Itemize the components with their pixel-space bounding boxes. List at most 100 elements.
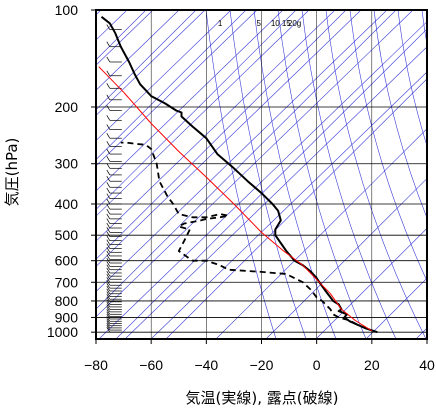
isotherm-line <box>265 178 427 339</box>
pressure-grid <box>96 10 427 339</box>
wind-barb-flag <box>106 277 111 283</box>
x-axis-title: 気温(実線), 露点(破線) <box>186 389 339 407</box>
wind-barb-flag <box>106 83 111 89</box>
wind-barb-flag <box>106 105 111 111</box>
wind-barb-flag <box>106 198 111 205</box>
wind-barb-flag <box>106 267 111 274</box>
dry-adiabat-line <box>96 10 258 167</box>
wind-barb <box>106 277 122 283</box>
wind-barb <box>106 320 122 327</box>
wind-barb-flag <box>106 187 111 194</box>
wind-barb-flag <box>106 285 111 292</box>
isotherm-line <box>96 10 397 310</box>
y-tick-label: 500 <box>55 227 79 243</box>
wind-barb <box>106 243 122 249</box>
wind-barb-flag <box>106 318 111 324</box>
temperature-line <box>100 16 378 334</box>
wind-barb <box>106 218 122 224</box>
wind-barb-group <box>106 10 122 333</box>
wind-barb <box>106 282 122 289</box>
wind-barb-flag <box>106 163 111 169</box>
dry-adiabat-line <box>96 10 206 116</box>
wind-barb-flag <box>106 306 111 313</box>
x-tick-label: 40 <box>419 357 435 373</box>
wind-barb <box>106 274 122 280</box>
wind-barb <box>106 24 122 30</box>
wind-barb <box>106 203 122 210</box>
x-tick-label: −60 <box>139 357 163 373</box>
wind-barb <box>106 231 122 237</box>
wind-barb-flag <box>106 70 111 76</box>
isotherm-line <box>96 10 197 111</box>
moist-adiabat-line <box>325 10 427 339</box>
wind-barb-flag <box>106 274 111 280</box>
moist-adiabat-line <box>229 10 307 339</box>
wind-barb <box>106 94 122 101</box>
wind-barb-flag <box>106 203 111 210</box>
wind-barb-flag <box>106 261 111 267</box>
parcel-line <box>98 66 373 332</box>
mixing-ratio-label: 15 <box>282 19 291 28</box>
wind-barb <box>106 213 122 220</box>
wind-barb <box>106 324 122 331</box>
wind-barb-flag <box>106 311 111 317</box>
y-tick-label: 1000 <box>47 324 78 340</box>
wind-barb-flag <box>106 304 111 310</box>
wind-barb-flag <box>106 264 111 270</box>
wind-barb-flag <box>106 156 111 162</box>
wind-barb <box>106 124 122 130</box>
moist-adiabat-line <box>205 10 277 339</box>
wind-barb-flag <box>106 133 111 139</box>
y-tick-label: 100 <box>55 2 79 18</box>
wind-barb-flag <box>106 227 111 233</box>
dry-adiabat-line <box>96 10 362 267</box>
mixing-ratio-label: 10 <box>271 19 280 28</box>
x-tick-label: −80 <box>84 357 108 373</box>
wind-barb <box>106 280 122 286</box>
wind-barb <box>106 270 122 277</box>
wind-barb <box>106 247 122 253</box>
wind-barb <box>106 235 122 242</box>
dry-adiabat-line <box>150 71 427 339</box>
wind-barb <box>106 187 122 194</box>
wind-barb <box>106 56 122 63</box>
mixing-ratio-label: 5 <box>257 19 262 28</box>
wind-barb-flag <box>106 94 111 100</box>
wind-barb-flag <box>106 296 111 303</box>
wind-barb <box>106 198 122 205</box>
y-tick-label: 700 <box>55 274 79 290</box>
wind-barb <box>106 250 122 257</box>
mixing-ratio-label: 1 <box>218 19 223 28</box>
wind-barb-flag <box>106 176 111 182</box>
wind-barb <box>106 169 122 176</box>
isotherm-line <box>365 277 427 339</box>
wind-barb <box>106 318 122 324</box>
dry-adiabat-line <box>96 10 180 91</box>
x-tick-label: −20 <box>250 357 274 373</box>
wind-barb-flag <box>106 257 111 264</box>
y-tick-label: 300 <box>55 156 79 172</box>
isotherm-line <box>96 10 347 260</box>
wind-barb <box>106 299 122 305</box>
wind-barb-flag <box>106 148 111 155</box>
isotherm-line <box>115 28 427 339</box>
wind-barb <box>106 176 122 182</box>
wind-barb <box>106 322 122 329</box>
wind-barb-flag <box>106 320 111 326</box>
background-line-group <box>96 10 427 339</box>
y-tick-label: 400 <box>55 196 79 212</box>
wind-barb-flag <box>106 115 111 121</box>
wind-barb <box>106 288 122 295</box>
wind-barb <box>106 261 122 267</box>
wind-barb <box>106 239 122 246</box>
dry-adiabat-line <box>96 10 310 217</box>
wind-barb-flag <box>106 193 111 199</box>
wind-barb <box>106 163 122 169</box>
moist-adiabat-line <box>253 10 337 339</box>
wind-barb-flag <box>106 24 111 30</box>
wind-barb-flag <box>106 254 111 260</box>
y-tick-label: 900 <box>55 309 79 325</box>
wind-barb-flag <box>106 270 111 277</box>
